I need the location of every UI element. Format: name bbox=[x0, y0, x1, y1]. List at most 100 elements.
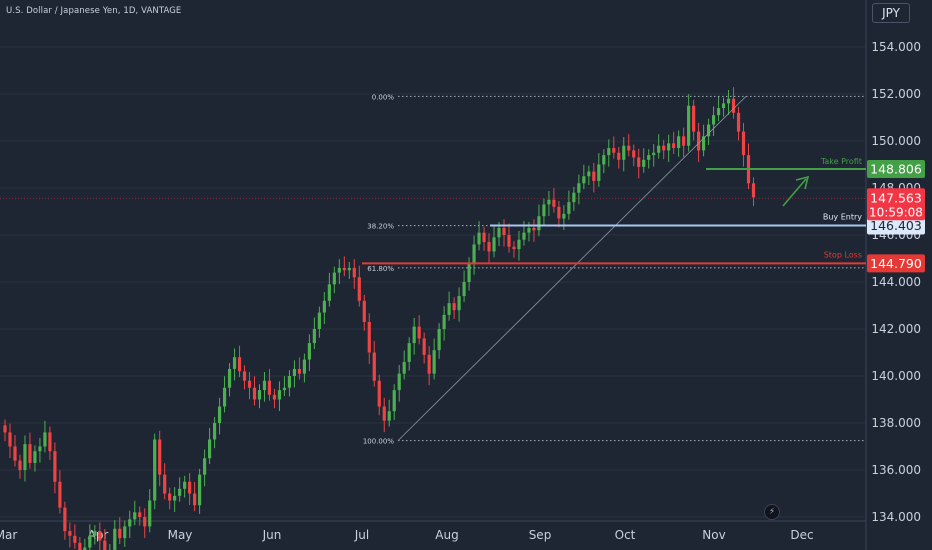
y-tick-label: 134.000 bbox=[871, 510, 921, 524]
candle-body bbox=[232, 357, 237, 369]
candle-body bbox=[417, 326, 421, 339]
candle-body bbox=[537, 216, 541, 231]
candle-body bbox=[13, 446, 17, 461]
x-tick-label: Aug bbox=[435, 528, 458, 542]
x-tick-label: May bbox=[168, 528, 193, 542]
candle-body bbox=[462, 282, 466, 297]
candle-body bbox=[123, 526, 127, 539]
candle-body bbox=[736, 112, 741, 132]
stop-loss-text: Stop Loss bbox=[824, 250, 862, 259]
candle-body bbox=[702, 136, 706, 151]
x-tick-label: Oct bbox=[615, 528, 636, 542]
candle-body bbox=[731, 98, 736, 113]
candle-body bbox=[38, 446, 42, 452]
y-tick-label: 142.000 bbox=[871, 322, 921, 336]
candle-body bbox=[128, 519, 132, 527]
candle-body bbox=[682, 136, 686, 146]
candle-body bbox=[562, 213, 566, 219]
candle-body bbox=[687, 105, 691, 146]
candle-body bbox=[33, 451, 37, 463]
candle-body bbox=[267, 380, 272, 395]
candle-body bbox=[512, 246, 516, 250]
candle-body bbox=[362, 300, 366, 322]
candle-body bbox=[237, 357, 242, 372]
candle-body bbox=[527, 227, 531, 233]
candle-body bbox=[98, 531, 102, 541]
candle-body bbox=[751, 183, 756, 198]
currency-button[interactable]: JPY bbox=[872, 3, 910, 23]
candle-body bbox=[317, 312, 321, 329]
y-tick-label: 150.000 bbox=[871, 134, 921, 148]
candle-body bbox=[287, 376, 292, 388]
candle-body bbox=[457, 296, 461, 311]
candle-body bbox=[342, 267, 346, 271]
candle-body bbox=[188, 481, 192, 494]
candle-body bbox=[3, 425, 7, 433]
flash-icon[interactable]: ⚡ bbox=[764, 504, 780, 520]
candle-body bbox=[168, 493, 172, 501]
candle-body bbox=[437, 329, 441, 351]
candle-body bbox=[193, 493, 197, 506]
candle-body bbox=[48, 432, 52, 452]
candle-body bbox=[622, 145, 626, 160]
fib-trendline bbox=[397, 96, 747, 441]
candle-body bbox=[721, 103, 726, 109]
candle-body bbox=[632, 150, 636, 158]
candle-body bbox=[597, 164, 601, 181]
buy-entry-text: Buy Entry bbox=[823, 213, 862, 222]
x-tick-label: Apr bbox=[88, 528, 109, 542]
candle-body bbox=[637, 157, 641, 167]
candle-body bbox=[482, 232, 486, 243]
current-price-badge: 147.563 bbox=[870, 190, 922, 205]
candle-body bbox=[582, 176, 586, 184]
candle-body bbox=[357, 277, 361, 301]
fib-level-label: 0.00% bbox=[372, 93, 395, 101]
candle-body bbox=[492, 237, 496, 252]
candle-body bbox=[83, 547, 87, 550]
candle-body bbox=[133, 512, 137, 520]
candle-body bbox=[592, 171, 596, 181]
candle-body bbox=[227, 368, 232, 388]
candle-body bbox=[337, 267, 341, 273]
fib-level-label: 38.20% bbox=[367, 223, 394, 231]
candle-body bbox=[382, 406, 386, 421]
candle-body bbox=[93, 531, 97, 536]
candle-body bbox=[547, 199, 551, 205]
candle-body bbox=[677, 136, 681, 149]
candle-body bbox=[587, 171, 591, 177]
candle-body bbox=[447, 303, 451, 315]
candle-body bbox=[602, 155, 606, 165]
candle-body bbox=[352, 267, 356, 278]
candle-body bbox=[672, 143, 676, 149]
candle-body bbox=[662, 145, 666, 151]
candle-body bbox=[432, 350, 436, 374]
candle-body bbox=[282, 387, 287, 391]
candle-body bbox=[118, 528, 122, 539]
fib-level-label: 61.80% bbox=[367, 265, 394, 273]
buy-entry-price-badge: 146.403 bbox=[870, 218, 922, 233]
candle-body bbox=[158, 439, 162, 475]
candle-body bbox=[532, 227, 536, 231]
candle-body bbox=[212, 423, 217, 440]
candle-body bbox=[252, 387, 257, 400]
candle-body bbox=[392, 390, 396, 412]
candle-body bbox=[647, 155, 651, 160]
candle-body bbox=[277, 390, 282, 400]
candle-body bbox=[367, 321, 371, 353]
candle-body bbox=[387, 411, 391, 421]
candle-body bbox=[143, 517, 147, 527]
candle-body bbox=[28, 444, 32, 463]
y-tick-label: 144.000 bbox=[871, 275, 921, 289]
candle-body bbox=[697, 131, 701, 151]
candle-body bbox=[183, 481, 187, 489]
candle-body bbox=[53, 451, 57, 482]
candle-body bbox=[627, 145, 631, 151]
candle-body bbox=[472, 244, 476, 264]
candle-body bbox=[657, 145, 661, 153]
candle-body bbox=[153, 439, 157, 501]
candle-body bbox=[23, 444, 27, 470]
candle-body bbox=[138, 512, 142, 517]
candle-body bbox=[58, 481, 62, 508]
